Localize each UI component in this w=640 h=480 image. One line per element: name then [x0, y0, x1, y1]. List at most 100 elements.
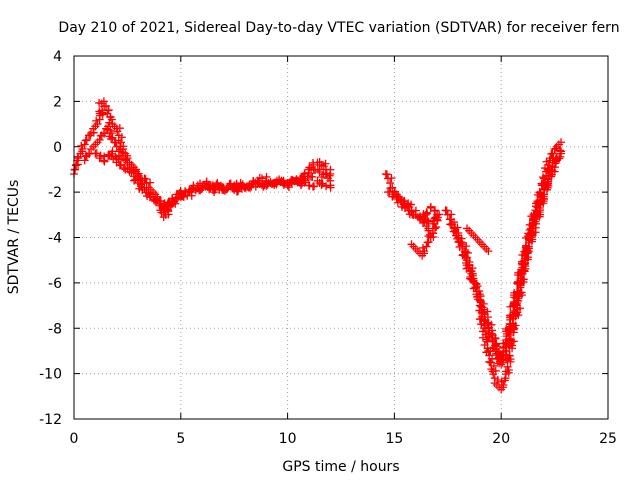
data-point — [467, 269, 476, 278]
data-point — [284, 183, 293, 192]
data-point — [82, 135, 91, 144]
data-point — [130, 176, 139, 185]
y-tick-label: -6 — [48, 276, 62, 292]
data-point — [100, 157, 109, 166]
data-point — [418, 218, 427, 227]
data-point — [418, 243, 427, 252]
data-point — [102, 101, 111, 110]
y-tick-label: -8 — [48, 321, 62, 337]
data-point — [306, 172, 315, 181]
x-axis-label: GPS time / hours — [282, 459, 399, 475]
data-point — [513, 287, 522, 296]
data-point — [518, 259, 527, 268]
data-point — [326, 169, 335, 178]
plot-frame — [73, 55, 609, 420]
data-point — [522, 241, 531, 250]
data-point — [430, 206, 439, 215]
y-tick-label: -10 — [39, 367, 62, 383]
data-point — [484, 346, 493, 355]
data-point — [71, 161, 80, 170]
data-point — [317, 172, 326, 181]
y-tick-label: 0 — [53, 140, 62, 156]
data-point — [432, 223, 441, 232]
data-point — [116, 142, 125, 151]
data-point — [71, 165, 80, 174]
data-point — [473, 292, 482, 301]
data-point — [548, 149, 557, 158]
data-point — [531, 223, 540, 232]
data-point — [392, 194, 401, 203]
tick-labels: 0 5 10 15 20 25 -12 -10 -8 -6 -4 -2 0 2 4 — [39, 49, 617, 447]
y-axis-label: SDTVAR / TECUs — [6, 180, 22, 295]
data-point — [77, 141, 86, 150]
data-point — [95, 135, 104, 144]
chart-title: Day 210 of 2021, Sidereal Day-to-day VTE… — [58, 20, 619, 36]
data-point — [493, 376, 502, 384]
data-point — [100, 129, 109, 138]
data-point — [548, 162, 557, 171]
y-tick-label: -12 — [39, 412, 62, 428]
data-point — [557, 138, 566, 147]
y-tick-label: 2 — [53, 94, 62, 110]
y-tick-label: -2 — [48, 185, 62, 201]
x-tick-label: 5 — [176, 431, 185, 447]
y-tick-label: 4 — [53, 49, 62, 65]
data-point — [95, 154, 104, 163]
data-point — [113, 127, 122, 136]
data-point — [517, 265, 526, 274]
x-tick-label: 0 — [70, 431, 79, 447]
data-point — [92, 116, 101, 125]
data-point — [80, 140, 89, 149]
x-tick-label: 20 — [492, 431, 510, 447]
data-point — [283, 181, 292, 190]
data-point — [251, 178, 260, 187]
data-point — [426, 230, 435, 239]
data-point — [387, 174, 396, 183]
data-point — [513, 279, 522, 288]
data-point — [165, 199, 174, 208]
data-point — [544, 175, 553, 184]
data-point — [155, 201, 164, 210]
data-point — [146, 178, 155, 187]
data-point — [317, 180, 326, 189]
data-point — [322, 182, 331, 191]
data-point — [502, 350, 511, 359]
data-point — [160, 205, 169, 214]
data-point — [442, 206, 451, 215]
x-tick-label: 15 — [385, 431, 403, 447]
data-point — [117, 133, 126, 142]
data-point — [489, 370, 498, 379]
data-point — [300, 178, 309, 187]
data-point — [108, 133, 117, 142]
data-point — [382, 170, 391, 179]
data-point — [557, 149, 566, 158]
data-point — [272, 179, 281, 188]
data-point — [388, 183, 397, 192]
data-point — [141, 174, 150, 183]
data-point — [119, 163, 128, 172]
data-point — [308, 182, 317, 191]
data-point — [234, 185, 243, 194]
data-point — [423, 209, 432, 218]
data-point — [505, 334, 514, 343]
data-point — [80, 156, 89, 165]
data-point — [326, 181, 335, 190]
y-tick-label: -4 — [48, 231, 62, 247]
data-point — [511, 300, 520, 309]
x-tick-label: 25 — [599, 431, 617, 447]
data-point — [210, 188, 219, 197]
data-point — [484, 247, 493, 256]
data-points — [70, 97, 566, 394]
data-point — [430, 224, 439, 233]
x-tick-label: 10 — [279, 431, 297, 447]
data-point — [409, 211, 418, 220]
data-point — [472, 279, 481, 288]
data-point — [111, 138, 120, 147]
data-point — [509, 310, 518, 319]
data-point — [222, 185, 231, 194]
data-point — [471, 283, 480, 292]
data-point — [424, 238, 433, 247]
data-point — [198, 183, 207, 192]
data-point — [418, 215, 427, 224]
